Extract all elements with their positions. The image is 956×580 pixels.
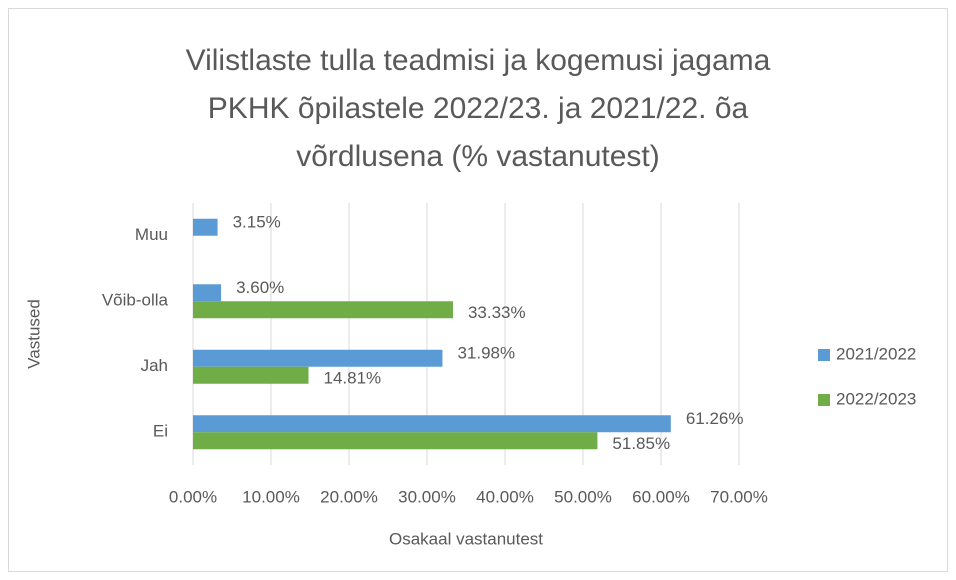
data-label: 61.26% [686, 409, 744, 428]
bar [193, 432, 598, 450]
y-tick-label: Ei [153, 422, 168, 441]
x-tick-label: 50.00% [554, 487, 612, 506]
x-tick-label: 0.00% [169, 487, 217, 506]
x-tick-label: 30.00% [398, 487, 456, 506]
data-label: 3.60% [236, 278, 284, 297]
legend-swatch [818, 394, 830, 406]
y-tick-label: Muu [135, 225, 168, 244]
x-tick-label: 40.00% [476, 487, 534, 506]
y-tick-label: Jah [141, 356, 168, 375]
bar [193, 415, 671, 433]
x-tick-label: 70.00% [710, 487, 768, 506]
bar [193, 284, 222, 302]
data-label: 31.98% [457, 344, 515, 363]
data-label: 51.85% [612, 434, 670, 453]
x-tick-label: 10.00% [242, 487, 300, 506]
x-tick-label: 60.00% [632, 487, 690, 506]
chart-title: Vilistlaste tulla teadmisi ja kogemusi j… [186, 44, 771, 77]
y-tick-label: Võib-olla [102, 291, 169, 310]
bar [193, 301, 453, 319]
x-tick-label: 20.00% [320, 487, 378, 506]
data-label: 14.81% [324, 369, 382, 388]
chart-border [8, 8, 948, 572]
chart-title: võrdlusena (% vastanutest) [296, 140, 660, 173]
legend-swatch [818, 349, 830, 361]
x-axis-title: Osakaal vastanutest [389, 529, 543, 548]
data-label: 3.15% [233, 213, 281, 232]
bar [193, 366, 309, 384]
bar [193, 218, 218, 236]
legend-label: 2021/2022 [836, 344, 916, 363]
data-label: 33.33% [468, 303, 526, 322]
y-axis-title: Vastused [24, 299, 43, 369]
legend-label: 2022/2023 [836, 389, 916, 408]
bar [193, 349, 443, 367]
chart-title: PKHK õpilastele 2022/23. ja 2021/22. õa [208, 92, 749, 125]
